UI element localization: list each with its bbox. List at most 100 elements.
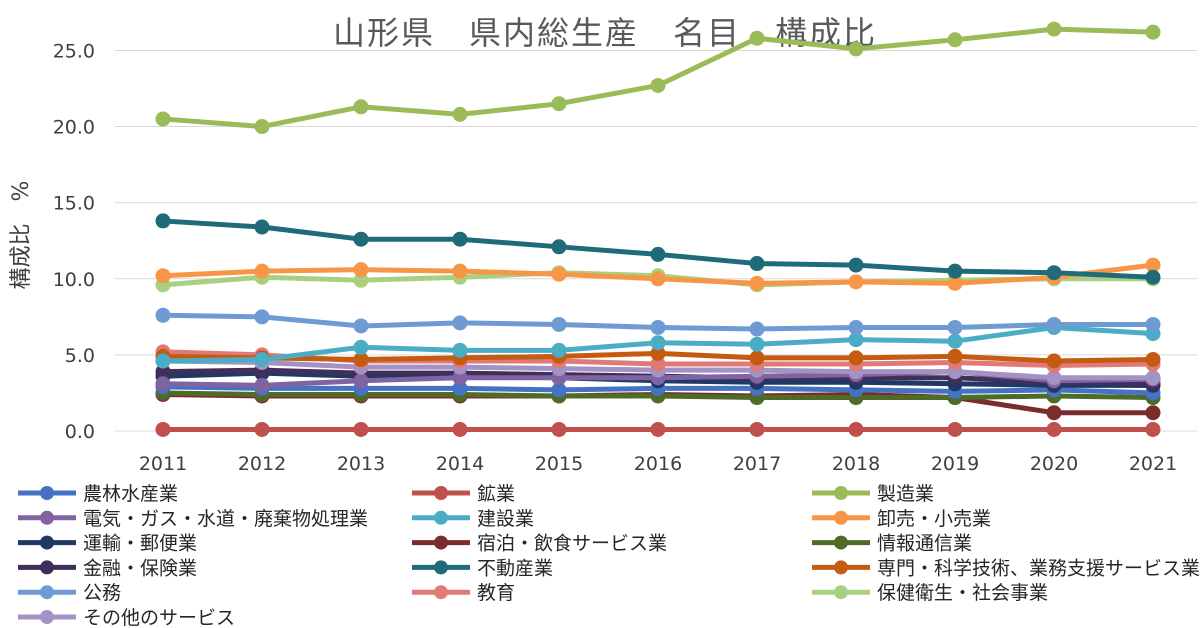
x-tick-label: 2018 xyxy=(832,453,880,475)
legend-item: 農林水産業 xyxy=(18,483,178,505)
data-point xyxy=(551,342,567,358)
data-point xyxy=(452,231,468,247)
data-point xyxy=(551,96,567,112)
data-point xyxy=(1046,21,1062,37)
legend-label: その他のサービス xyxy=(83,607,235,628)
legend-marker xyxy=(40,585,54,600)
legend-label: 保健衛生・社会事業 xyxy=(877,582,1048,604)
data-point xyxy=(848,41,864,57)
x-tick-label: 2015 xyxy=(535,453,583,475)
legend-marker xyxy=(834,510,848,525)
x-tick-label: 2013 xyxy=(337,453,385,475)
data-point xyxy=(650,356,666,372)
legend-marker xyxy=(434,585,448,600)
x-tick-label: 2017 xyxy=(733,453,781,475)
legend-item: 卸売・小売業 xyxy=(812,508,991,530)
legend-label: 専門・科学技術、業務支援サービス業 xyxy=(877,557,1200,579)
data-point xyxy=(848,257,864,273)
y-axis-label: 構成比 % xyxy=(9,181,34,290)
data-point xyxy=(551,239,567,255)
legend-item: その他のサービス xyxy=(18,607,235,628)
data-point xyxy=(650,319,666,335)
data-point xyxy=(947,348,963,364)
data-point xyxy=(650,246,666,262)
data-point xyxy=(1145,370,1161,386)
legend-marker xyxy=(40,610,54,624)
data-point xyxy=(254,119,270,135)
data-point xyxy=(155,268,171,284)
legend-item: 教育 xyxy=(412,582,515,604)
data-point xyxy=(353,421,369,437)
y-tick-label: 10.0 xyxy=(53,269,95,291)
legend-label: 不動産業 xyxy=(477,557,553,579)
data-point xyxy=(947,275,963,291)
data-point xyxy=(947,319,963,335)
legend-marker xyxy=(434,510,448,525)
legend-label: 教育 xyxy=(477,582,515,604)
data-point xyxy=(353,351,369,367)
chart-title: 山形県 県内総生産 名目 構成比 xyxy=(333,14,877,52)
x-tick-label: 2014 xyxy=(436,453,484,475)
data-point xyxy=(353,99,369,115)
data-point xyxy=(749,336,765,352)
y-tick-label: 5.0 xyxy=(65,345,95,367)
legend-item: 情報通信業 xyxy=(812,533,972,555)
legend-label: 鉱業 xyxy=(477,483,515,505)
x-tick-label: 2021 xyxy=(1129,453,1177,475)
x-tick-label: 2016 xyxy=(634,453,682,475)
data-point xyxy=(254,421,270,437)
legend-item: 製造業 xyxy=(812,483,934,505)
data-point xyxy=(1046,405,1062,421)
data-point xyxy=(1145,316,1161,332)
legend-marker xyxy=(834,560,848,575)
legend-item: 不動産業 xyxy=(412,557,553,579)
legend-label: 電気・ガス・水道・廃棄物処理業 xyxy=(83,508,368,530)
legend-marker xyxy=(834,585,848,600)
data-point xyxy=(452,106,468,122)
x-tick-label: 2011 xyxy=(139,453,187,475)
data-point xyxy=(452,421,468,437)
legend-item: 保健衛生・社会事業 xyxy=(812,582,1048,604)
legend-item: 金融・保険業 xyxy=(18,557,197,579)
data-point xyxy=(254,263,270,279)
legend-marker xyxy=(40,510,54,525)
data-point xyxy=(254,309,270,325)
series-2 xyxy=(155,21,1161,135)
legend-item: 電気・ガス・水道・廃棄物処理業 xyxy=(18,508,368,530)
data-point xyxy=(155,213,171,229)
legend-marker xyxy=(834,486,848,500)
legend-marker xyxy=(434,486,448,500)
legend-marker xyxy=(40,535,54,550)
data-point xyxy=(1046,265,1062,281)
data-point xyxy=(254,219,270,235)
data-point xyxy=(749,256,765,272)
legend-item: 鉱業 xyxy=(412,483,515,505)
legend-item: 専門・科学技術、業務支援サービス業 xyxy=(812,557,1200,579)
legend-label: 宿泊・飲食サービス業 xyxy=(477,533,667,555)
legend-marker xyxy=(834,535,848,550)
series-1 xyxy=(155,421,1161,437)
data-point xyxy=(1046,421,1062,437)
x-tick-label: 2020 xyxy=(1030,453,1078,475)
data-point xyxy=(155,376,171,392)
data-point xyxy=(1145,257,1161,273)
data-point xyxy=(650,335,666,351)
legend-item: 公務 xyxy=(18,582,121,604)
legend-label: 運輸・郵便業 xyxy=(83,533,197,555)
legend-label: 金融・保険業 xyxy=(83,557,197,579)
data-point xyxy=(353,272,369,288)
legend-label: 製造業 xyxy=(877,483,934,505)
y-tick-label: 0.0 xyxy=(65,421,95,443)
data-point xyxy=(353,318,369,334)
data-point xyxy=(848,274,864,290)
data-point xyxy=(749,321,765,337)
y-tick-label: 25.0 xyxy=(53,40,95,62)
data-point xyxy=(452,342,468,358)
data-point xyxy=(749,30,765,46)
data-point xyxy=(848,421,864,437)
data-point xyxy=(155,364,171,380)
data-point xyxy=(749,421,765,437)
data-point xyxy=(155,353,171,369)
data-point xyxy=(1145,405,1161,421)
